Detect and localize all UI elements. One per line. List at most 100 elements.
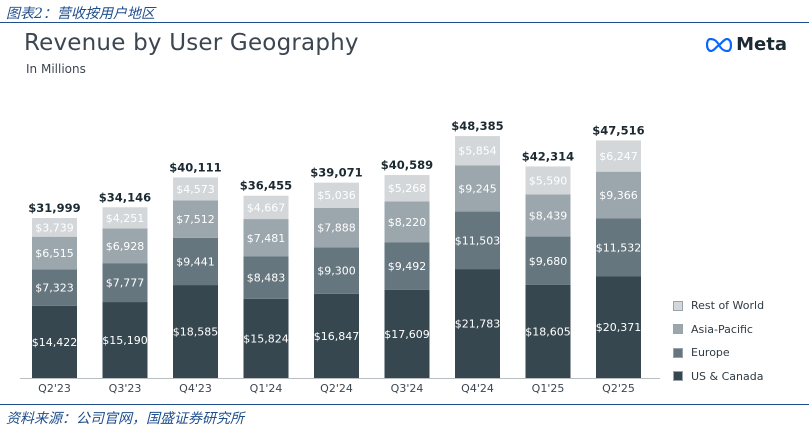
- bar-segment: [173, 285, 218, 378]
- bar-data-label: $6,928: [106, 240, 145, 253]
- legend-item-europe: Europe: [673, 341, 764, 365]
- x-tick-label: Q4'24: [461, 382, 494, 395]
- bar-data-label: $4,667: [247, 201, 286, 214]
- chart-legend: Rest of World Asia-Pacific Europe US & C…: [673, 294, 764, 388]
- bar-segment: [243, 256, 289, 299]
- chart-title: Revenue by User Geography: [24, 30, 359, 56]
- bar-segment: [596, 171, 641, 219]
- bar-data-label: $16,847: [314, 330, 360, 343]
- bar-segment: [314, 207, 359, 248]
- bar-data-label: $4,573: [176, 183, 215, 196]
- bar-segment: [314, 293, 359, 378]
- bar-segment: [455, 269, 500, 378]
- bar-total-label: $40,589: [381, 158, 433, 172]
- bar-segment: [596, 140, 641, 172]
- bar-data-label: $6,515: [35, 247, 74, 260]
- bar-segment: [525, 194, 571, 237]
- bar-segment: [455, 211, 500, 270]
- figure-caption: 图表2：营收按用户地区: [6, 6, 155, 22]
- bar-data-label: $9,492: [388, 260, 427, 273]
- bar-data-label: $8,439: [529, 209, 568, 222]
- bar-data-label: $15,190: [102, 334, 148, 347]
- bar-data-label: $14,422: [32, 336, 78, 349]
- bar-data-label: $11,503: [455, 234, 501, 247]
- bar-segment: [384, 242, 430, 290]
- legend-item-rest-of-world: Rest of World: [673, 294, 764, 318]
- bar-segment: [102, 302, 148, 378]
- meta-infinity-icon: [706, 37, 733, 52]
- x-tick-label: Q2'25: [602, 382, 635, 395]
- bar-total-label: $31,999: [28, 201, 80, 215]
- bar-data-label: $7,888: [317, 222, 356, 235]
- bar-total-label: $36,455: [240, 179, 292, 193]
- meta-brand: Meta: [706, 34, 787, 55]
- bar-segment: [173, 200, 218, 238]
- bar-data-label: $7,481: [247, 232, 286, 245]
- bar-total-label: $34,146: [99, 190, 151, 204]
- bar-data-label: $9,300: [317, 265, 356, 278]
- bar-segment: [102, 228, 148, 264]
- x-tick-label: Q3'23: [109, 382, 142, 395]
- bar-segment: [32, 305, 77, 378]
- bar-total-label: $47,516: [592, 123, 644, 137]
- bar-total-label: $40,111: [169, 160, 221, 174]
- x-tick-label: Q1'25: [532, 382, 565, 395]
- bar-data-label: $9,245: [458, 182, 497, 195]
- bar-data-label: $8,220: [388, 216, 427, 229]
- bar-data-label: $20,371: [596, 321, 642, 334]
- bar-segment: [455, 136, 500, 166]
- bar-total-label: $39,071: [310, 166, 362, 180]
- bar-segment: [173, 237, 218, 286]
- source-caption: 资料来源：公司官网，国盛证券研究所: [6, 411, 244, 427]
- caption-rule-bottom: [0, 404, 809, 405]
- bar-segment: [384, 175, 430, 202]
- bar-data-label: $3,739: [35, 221, 74, 234]
- bar-data-label: $8,483: [247, 272, 286, 285]
- bar-segment: [32, 236, 77, 270]
- bar-data-label: $5,590: [529, 174, 568, 187]
- bar-data-label: $4,251: [106, 212, 145, 225]
- bar-data-label: $7,512: [176, 213, 215, 226]
- bar-data-label: $18,605: [525, 325, 571, 338]
- bar-segment: [32, 218, 77, 237]
- bar-total-label: $42,314: [522, 149, 574, 163]
- bar-segment: [243, 195, 289, 220]
- legend-swatch: [673, 371, 683, 382]
- bar-data-label: $6,247: [599, 150, 638, 163]
- chart-subtitle: In Millions: [26, 62, 86, 76]
- bar-segment: [243, 298, 289, 378]
- bar-data-label: $7,777: [106, 277, 145, 290]
- bar-data-label: $5,268: [388, 182, 427, 195]
- bar-data-label: $9,441: [176, 255, 215, 268]
- legend-item-us-canada: US & Canada: [673, 365, 764, 389]
- bar-segment: [384, 289, 430, 378]
- legend-label: Rest of World: [691, 299, 765, 313]
- x-tick-label: Q3'24: [391, 382, 424, 395]
- bar-data-label: $11,532: [596, 241, 642, 254]
- bar-segment: [314, 247, 359, 294]
- bar-segment: [596, 276, 641, 378]
- bar-segment: [384, 201, 430, 243]
- x-tick-label: Q4'23: [179, 382, 212, 395]
- bar-segment: [525, 166, 571, 195]
- bar-data-label: $18,585: [173, 326, 219, 339]
- bar-segment: [173, 177, 218, 201]
- bar-segment: [243, 219, 289, 257]
- bar-segment: [102, 263, 148, 303]
- bar-data-label: $9,366: [599, 189, 638, 202]
- bar-data-label: $9,680: [529, 255, 568, 268]
- legend-swatch: [673, 300, 683, 311]
- legend-label: Europe: [691, 346, 730, 360]
- legend-item-asia-pacific: Asia-Pacific: [673, 318, 764, 342]
- bar-segment: [32, 269, 77, 306]
- legend-swatch: [673, 347, 683, 358]
- bar-data-label: $5,036: [317, 189, 356, 202]
- bar-data-label: $7,323: [35, 282, 74, 295]
- bar-data-label: $17,609: [384, 328, 430, 341]
- x-tick-label: Q2'23: [38, 382, 71, 395]
- bar-segment: [596, 218, 641, 277]
- bar-data-label: $15,824: [243, 332, 289, 345]
- brand-name: Meta: [736, 34, 787, 55]
- bar-segment: [455, 165, 500, 212]
